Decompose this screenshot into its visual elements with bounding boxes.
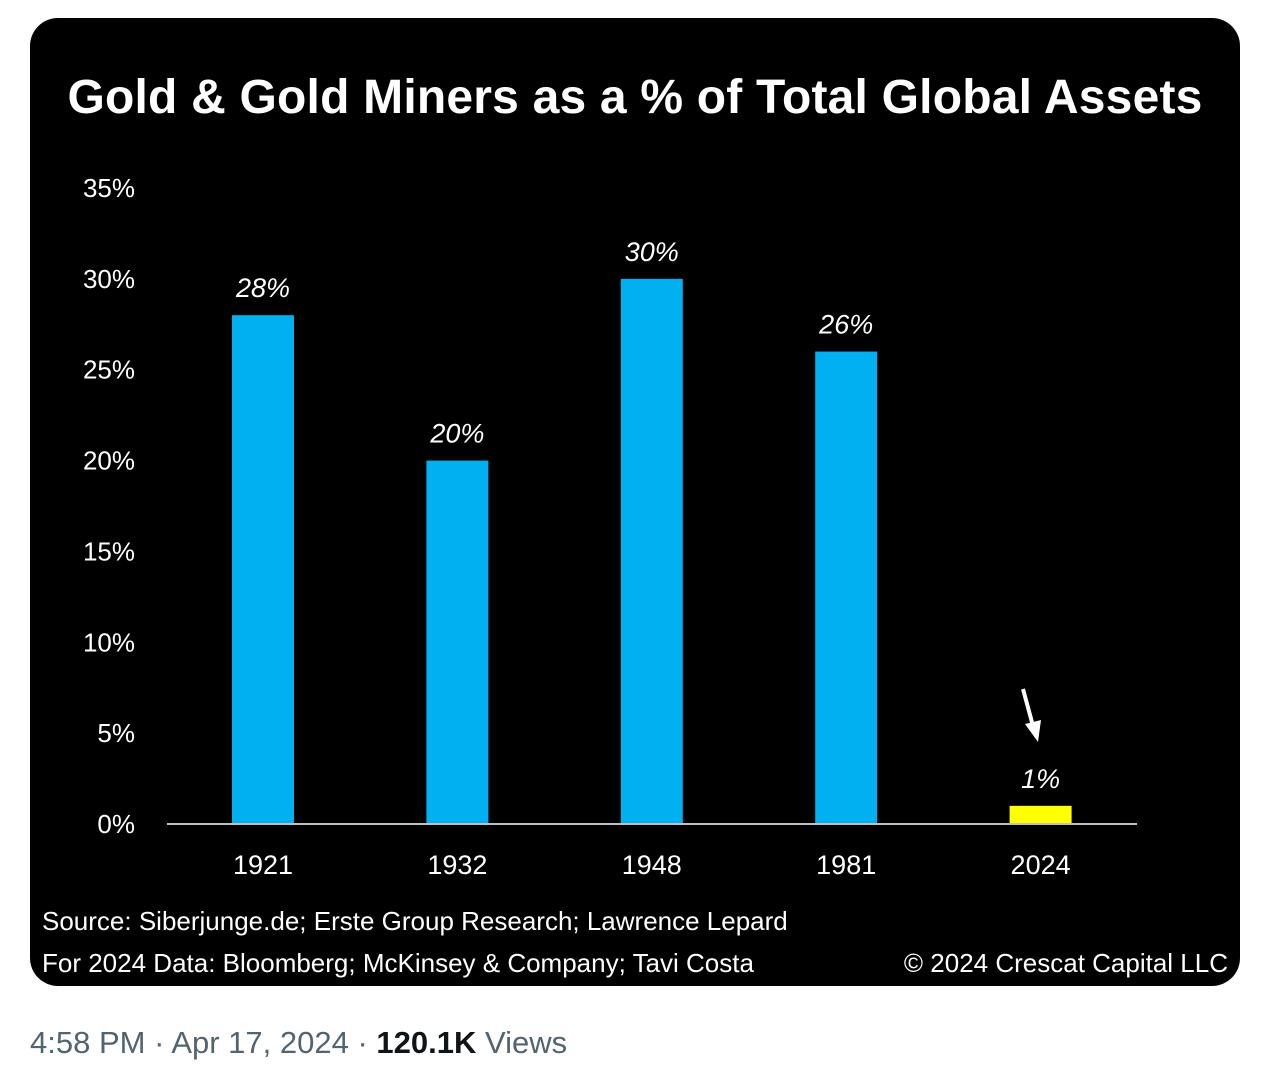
y-tick-label: 15% <box>83 536 135 566</box>
x-tick-label: 1981 <box>816 850 876 880</box>
chart-title: Gold & Gold Miners as a % of Total Globa… <box>67 71 1203 124</box>
meta-separator: · <box>357 1025 368 1060</box>
x-tick-label: 1921 <box>233 850 293 880</box>
source-line-1: Source: Siberjunge.de; Erste Group Resea… <box>42 906 788 936</box>
bar-1921 <box>232 315 294 824</box>
tweet-meta: 4:58 PM · Apr 17, 2024 · 120.1K Views <box>30 1025 567 1061</box>
bar-1948 <box>620 278 683 824</box>
y-axis-ticks: 0% 5% 10% 15% 20% 25% 30% 35% <box>83 173 135 839</box>
data-label: 26% <box>818 310 873 340</box>
y-tick-label: 20% <box>83 446 135 476</box>
data-label: 30% <box>625 237 679 267</box>
y-tick-label: 35% <box>83 173 135 203</box>
data-labels-group: 28% 20% 30% 26% 1% <box>235 237 1060 794</box>
tweet-date[interactable]: Apr 17, 2024 <box>171 1025 349 1060</box>
y-tick-label: 0% <box>97 809 135 839</box>
bar-1932 <box>426 460 489 824</box>
x-tick-label: 1948 <box>622 850 682 880</box>
data-label: 20% <box>429 419 484 449</box>
data-label: 1% <box>1021 764 1060 794</box>
chart-card: Gold & Gold Miners as a % of Total Globa… <box>30 18 1240 986</box>
y-tick-label: 5% <box>97 718 135 748</box>
y-tick-label: 25% <box>83 355 135 385</box>
bar-1981 <box>815 351 878 824</box>
bar-chart: 0% 5% 10% 15% 20% 25% 30% 35% 1921 1932 1948 1981 2… <box>83 173 1137 880</box>
down-arrow-icon <box>1021 688 1041 742</box>
data-label: 28% <box>235 273 290 303</box>
meta-separator: · <box>154 1025 165 1060</box>
y-tick-label: 30% <box>83 264 135 294</box>
x-axis-ticks: 1921 1932 1948 1981 2024 <box>233 850 1071 880</box>
y-tick-label: 10% <box>83 627 135 657</box>
views-count[interactable]: 120.1K <box>376 1025 477 1060</box>
bar-2024 <box>1009 805 1072 824</box>
views-label: Views <box>485 1025 568 1060</box>
copyright: © 2024 Crescat Capital LLC <box>903 948 1228 978</box>
source-line-2: For 2024 Data: Bloomberg; McKinsey & Com… <box>42 948 754 978</box>
tweet-time[interactable]: 4:58 PM <box>30 1025 146 1060</box>
x-tick-label: 1932 <box>427 850 487 880</box>
bars-group <box>232 278 1072 824</box>
x-tick-label: 2024 <box>1011 850 1071 880</box>
